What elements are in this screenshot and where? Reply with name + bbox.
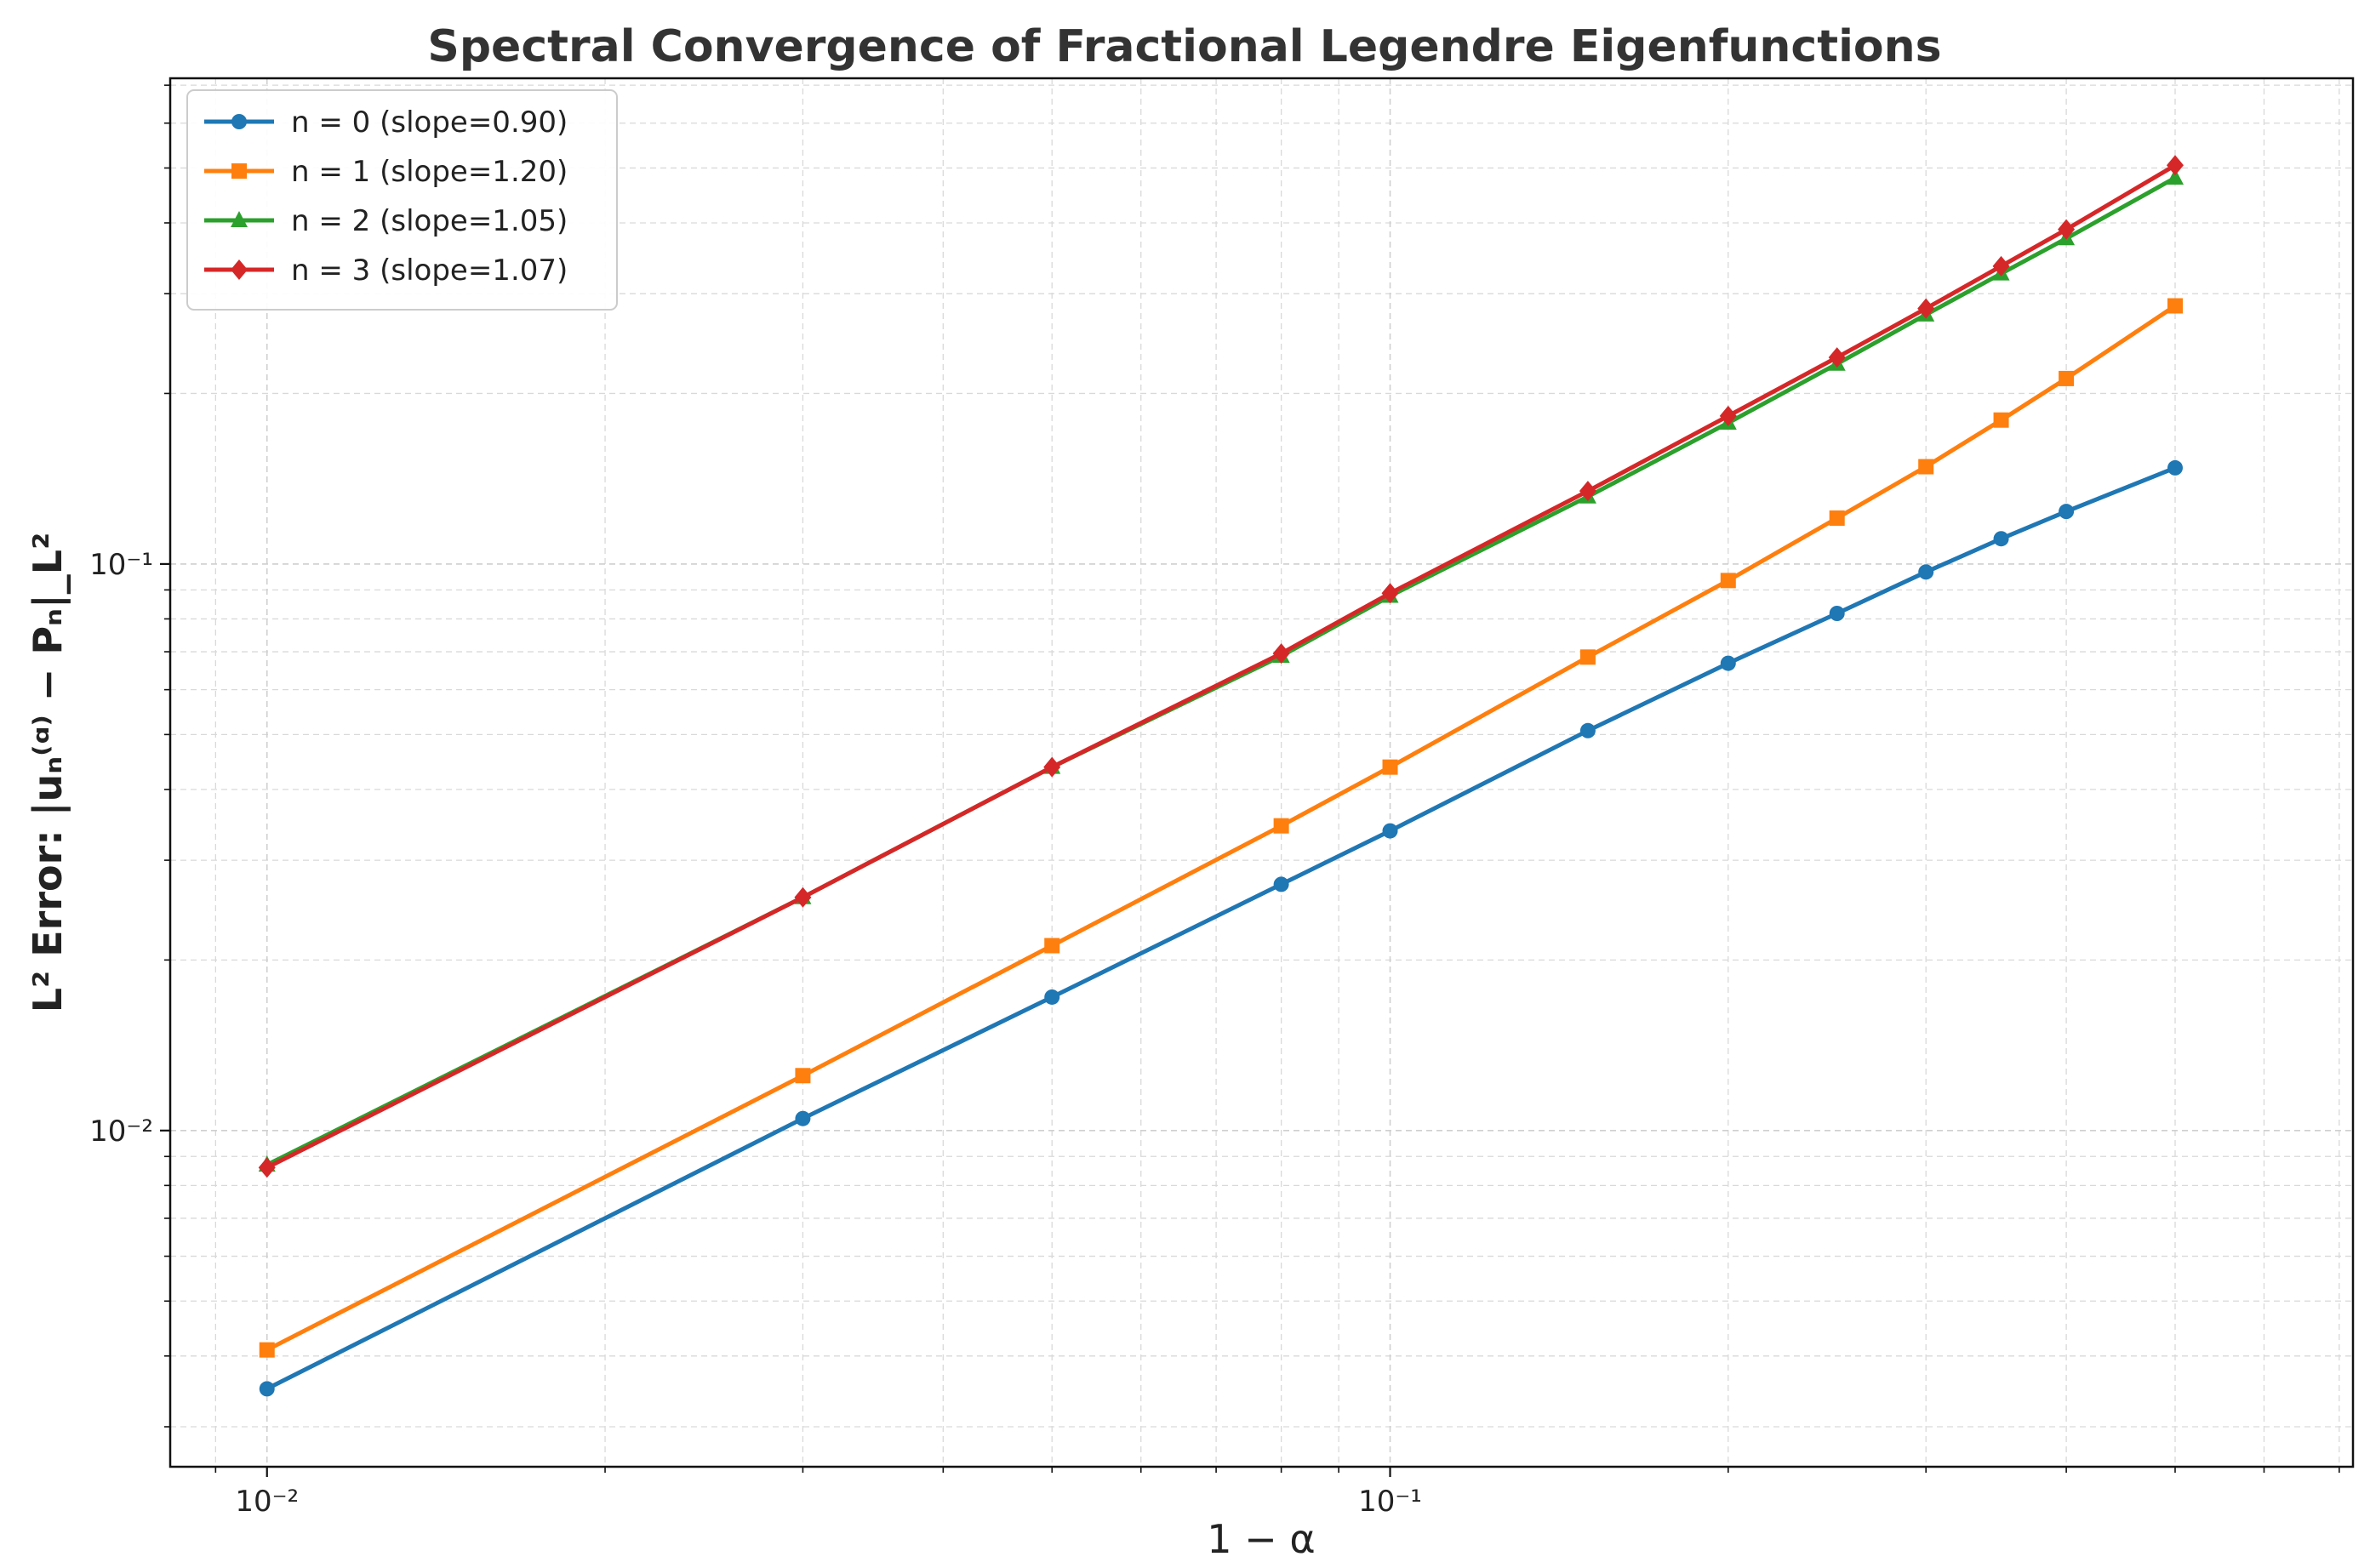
x-tick-label: 10⁻² xyxy=(235,1485,299,1519)
data-point xyxy=(1918,459,1934,475)
data-point xyxy=(258,1157,276,1178)
data-point xyxy=(1993,531,2009,547)
legend-entry: n = 1 (slope=1.20) xyxy=(204,155,568,189)
data-point xyxy=(1044,938,1060,954)
data-point xyxy=(795,1068,811,1084)
y-axis-label: L² Error: |uₙ⁽ᵅ⁾ − Pₙ|_L² xyxy=(25,533,71,1013)
legend-label: n = 2 (slope=1.05) xyxy=(291,204,568,238)
plot-frame xyxy=(168,77,2355,1468)
data-point xyxy=(1579,649,1596,665)
legend: n = 0 (slope=0.90) n = 1 (slope=1.20) n = … xyxy=(186,89,618,311)
series-line xyxy=(265,163,2178,1170)
data-point xyxy=(231,259,248,280)
data-point xyxy=(1993,412,2009,428)
data-point xyxy=(1829,606,1845,622)
series-line xyxy=(265,304,2178,1353)
y-tick-label: 10⁻² xyxy=(89,1115,153,1149)
series xyxy=(258,155,2184,1178)
series xyxy=(259,298,2183,1358)
data-point xyxy=(1272,643,1290,664)
legend-label: n = 1 (slope=1.20) xyxy=(291,155,568,189)
series-group xyxy=(258,155,2184,1397)
data-point xyxy=(231,114,247,129)
data-point xyxy=(231,211,248,227)
data-point xyxy=(794,887,812,908)
data-point xyxy=(2166,168,2184,185)
data-point xyxy=(1829,510,1845,526)
data-point xyxy=(1918,564,1934,580)
x-tick-label: 10⁻¹ xyxy=(1358,1485,1422,1519)
data-point xyxy=(1992,255,2010,277)
data-point xyxy=(259,1381,275,1397)
legend-entry: n = 2 (slope=1.05) xyxy=(204,204,568,238)
data-point xyxy=(1273,818,1289,834)
data-point xyxy=(2058,219,2076,240)
data-point xyxy=(259,1342,275,1358)
data-point xyxy=(1381,583,1399,604)
series-line xyxy=(265,465,2178,1391)
legend-label: n = 0 (slope=0.90) xyxy=(291,105,568,140)
data-point xyxy=(231,163,247,179)
data-point xyxy=(1720,655,1736,671)
axis-ticks: 10⁻² 10⁻¹ 10⁻² 10⁻¹ xyxy=(89,84,2340,1519)
data-point xyxy=(2167,298,2183,314)
legend-entry: n = 0 (slope=0.90) xyxy=(204,105,568,140)
data-point xyxy=(1043,756,1061,778)
chart-title: Spectral Convergence of Fractional Legen… xyxy=(427,21,1941,72)
data-point xyxy=(1382,759,1398,775)
x-axis-label: 1 − α xyxy=(1207,1516,1315,1562)
legend-entry: n = 3 (slope=1.07) xyxy=(204,254,568,288)
data-point xyxy=(1579,481,1596,502)
data-point xyxy=(1828,347,1846,368)
data-point xyxy=(1579,722,1596,738)
data-point xyxy=(1719,405,1737,426)
data-point xyxy=(1382,823,1398,839)
series xyxy=(259,459,2183,1397)
data-point xyxy=(1273,876,1289,892)
legend-frame xyxy=(186,89,618,311)
data-point xyxy=(1917,298,1935,319)
data-point xyxy=(1044,989,1060,1005)
data-point xyxy=(2059,370,2075,386)
data-point xyxy=(2166,155,2184,176)
y-tick-label: 10⁻¹ xyxy=(89,548,153,582)
data-point xyxy=(1720,573,1736,589)
legend-label: n = 3 (slope=1.07) xyxy=(291,254,568,288)
data-point xyxy=(795,1110,811,1126)
grid xyxy=(170,78,2353,1467)
data-point xyxy=(2167,459,2183,476)
data-point xyxy=(2059,504,2075,520)
